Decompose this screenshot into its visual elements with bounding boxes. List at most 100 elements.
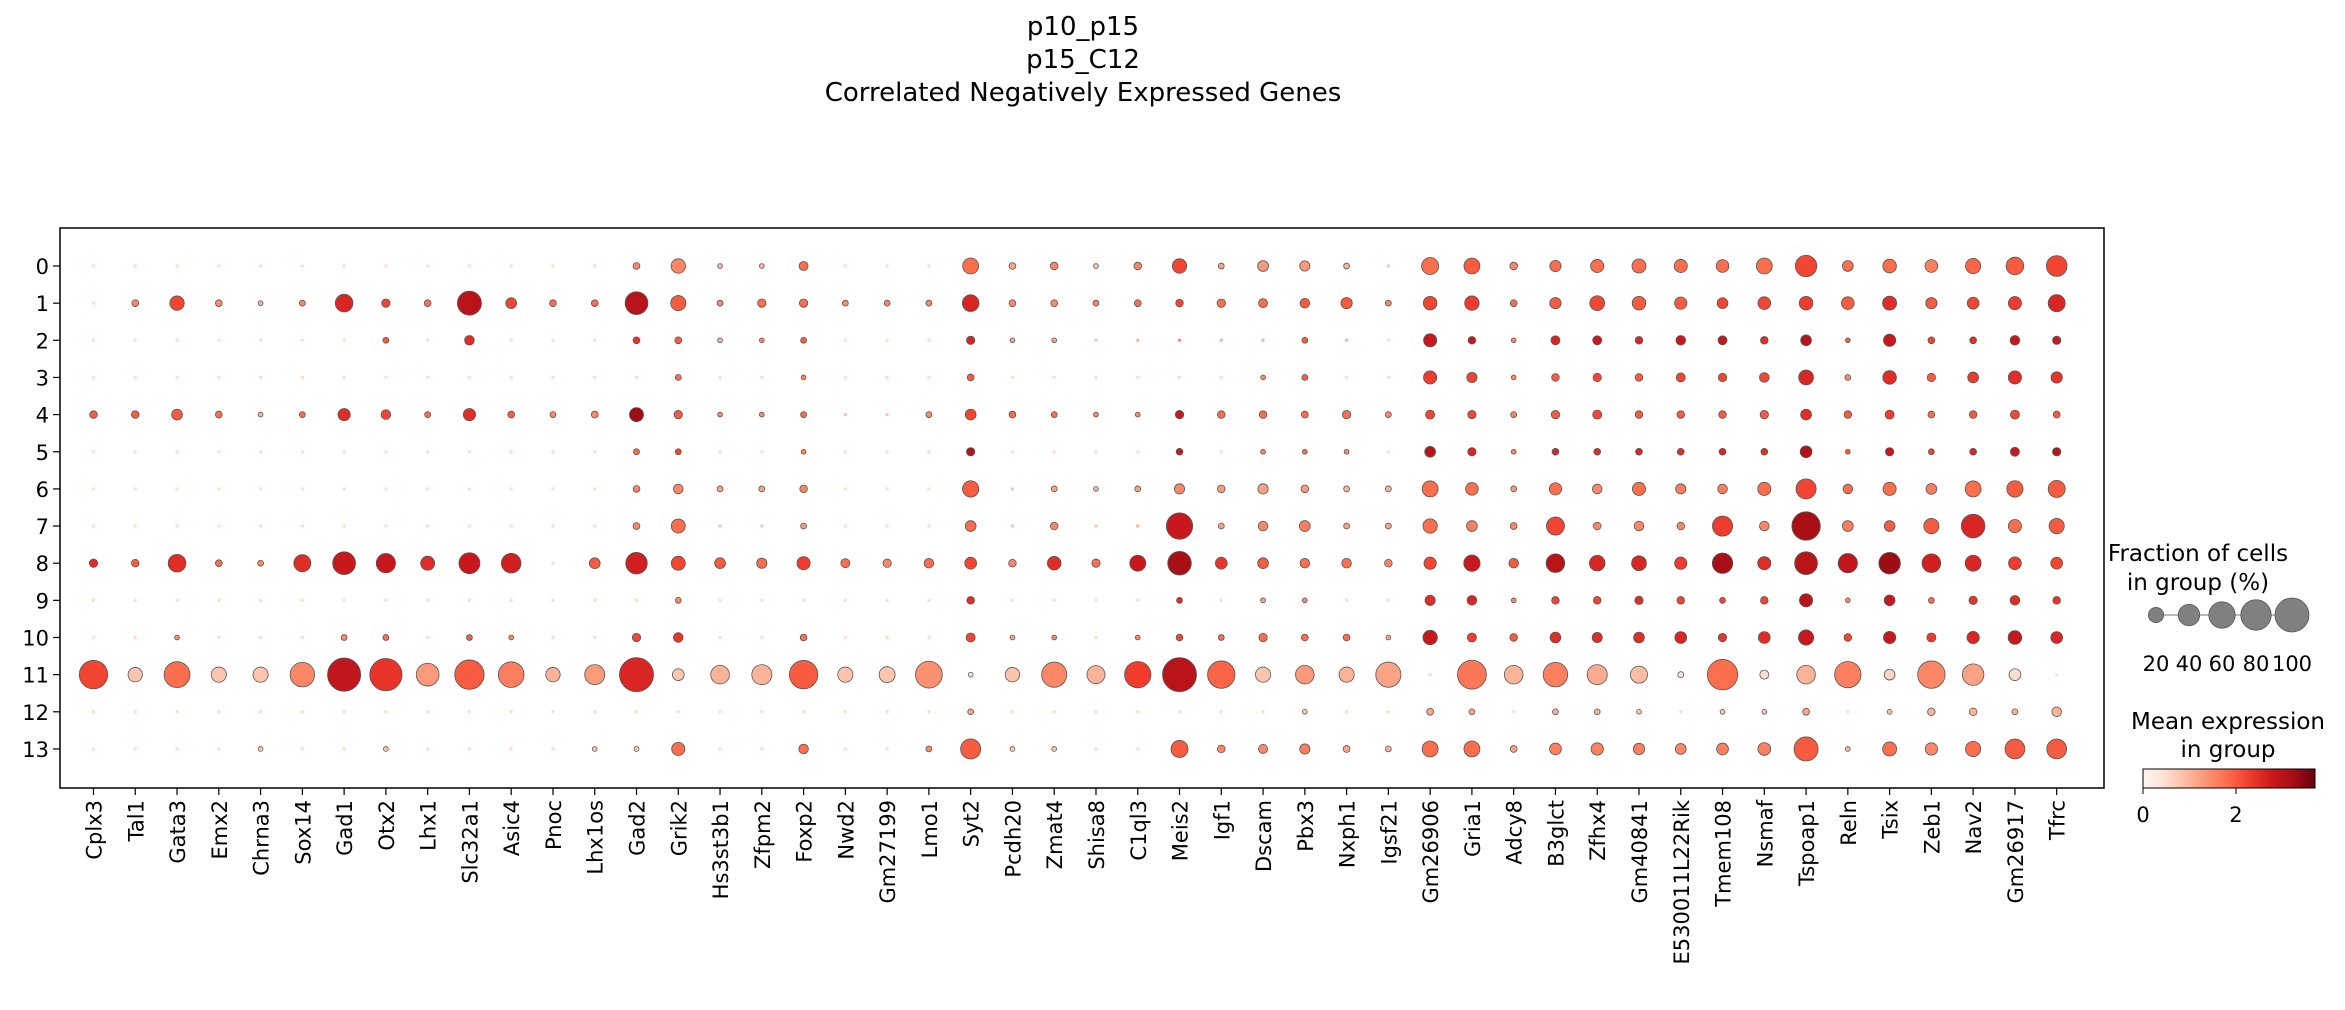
color-legend-title-line-1: Mean expression: [2131, 709, 2325, 735]
dot-group-1-chrna3: [257, 300, 264, 306]
dot-group-2-tfrc: [2052, 335, 2062, 345]
dot-group-10-zeb1: [1926, 632, 1937, 643]
dot-group-8-nwd2: [840, 558, 851, 569]
dot-group-0-gad1: [342, 264, 346, 268]
dot-group-2-zeb1: [1927, 336, 1936, 345]
dot-group-3-gad2: [634, 375, 639, 380]
dot-group-13-tmem108: [1716, 742, 1729, 756]
dot-group-2-syt2: [966, 335, 976, 345]
dot-group-5-tal1: [133, 450, 137, 454]
dot-group-2-tmem108: [1717, 335, 1728, 346]
dot-group-12-hs3st3b1: [718, 710, 722, 714]
dot-group-0-tspoap1: [1794, 254, 1818, 278]
dot-group-12-nav2: [1968, 707, 1978, 716]
group-label-7: 7: [36, 515, 49, 539]
dot-group-4-gm40841: [1634, 410, 1644, 419]
dot-group-4-grik2: [673, 410, 683, 420]
dot-group-2-cplx3: [91, 338, 96, 342]
dot-group-6-syt2: [962, 480, 980, 498]
dot-group-5-gm27199: [885, 450, 889, 454]
dot-group-11-zmat4: [1041, 661, 1068, 688]
dot-group-5-otx2: [384, 450, 388, 454]
dot-group-8-pcdh20: [1008, 559, 1017, 568]
gene-label-tfrc: Tfrc: [2046, 800, 2070, 841]
dot-group-2-gad1: [342, 338, 346, 342]
dot-group-12-gm26917: [2011, 708, 2019, 716]
dot-group-2-hs3st3b1: [717, 337, 723, 344]
dot-group-10-nxph1: [1342, 633, 1351, 642]
dot-group-6-gria1: [1465, 482, 1479, 496]
dot-group-13-igsf21: [1385, 745, 1392, 753]
dot-group-0-pcdh20: [1008, 262, 1017, 270]
dot-group-12-slc32a1: [467, 710, 472, 714]
dot-group-3-nwd2: [843, 375, 848, 380]
dot-group-7-pcdh20: [1010, 524, 1015, 528]
dot-group-4-lmo1: [925, 411, 933, 418]
dot-group-9-tsix: [1883, 594, 1896, 607]
dot-group-3-meis2: [1177, 375, 1182, 380]
dot-group-9-nxph1: [1344, 598, 1349, 603]
dot-group-1-tsix: [1882, 295, 1898, 311]
dot-group-1-otx2: [381, 298, 391, 308]
dot-group-10-dscam: [1258, 632, 1268, 643]
dot-group-3-nxph1: [1344, 375, 1349, 380]
gene-label-cplx3: Cplx3: [83, 800, 107, 860]
dot-group-4-cplx3: [89, 410, 98, 419]
dot-group-7-gm26906: [1422, 518, 1438, 534]
dot-group-10-pnoc: [551, 635, 555, 640]
dot-group-1-igsf21: [1385, 299, 1392, 307]
dot-group-3-otx2: [384, 375, 388, 380]
dot-group-12-emx2: [217, 710, 221, 714]
dot-group-6-gm26906: [1421, 480, 1439, 498]
dot-group-6-reln: [1842, 483, 1854, 495]
dot-group-2-c1ql3: [1136, 338, 1140, 342]
dot-group-6-nsmaf: [1757, 481, 1772, 496]
dot-group-8-zeb1: [1921, 553, 1942, 573]
dot-group-12-b3glct: [1552, 708, 1559, 716]
group-label-10: 10: [22, 627, 49, 651]
dot-group-6-gad2: [632, 485, 641, 493]
dot-group-6-lhx1: [425, 487, 430, 491]
dot-group-6-adcy8: [1510, 485, 1518, 493]
dot-group-8-adcy8: [1508, 557, 1519, 569]
dot-group-13-b3glct: [1549, 742, 1562, 756]
dot-group-3-gad1: [342, 375, 346, 380]
dot-group-13-dscam: [1258, 744, 1268, 754]
dot-group-12-nxph1: [1344, 710, 1349, 714]
dot-group-11-pbx3: [1295, 664, 1315, 685]
dot-group-5-shisa8: [1094, 450, 1098, 454]
dot-group-1-lhx1os: [590, 299, 599, 307]
dot-group-3-lhx1: [425, 375, 430, 380]
dot-group-2-gad2: [632, 336, 641, 345]
dot-group-12-gad1: [342, 710, 346, 714]
dot-group-5-slc32a1: [467, 450, 472, 454]
gene-label-pnoc: Pnoc: [542, 800, 566, 850]
dot-group-2-grik2: [674, 336, 683, 345]
dot-group-0-zeb1: [1924, 259, 1939, 273]
dot-group-10-zfpm2: [760, 635, 764, 640]
dot-group-6-foxp2: [799, 484, 808, 494]
dot-group-13-cplx3: [91, 747, 96, 751]
dot-group-8-otx2: [375, 553, 396, 574]
dot-group-7-gad1: [342, 524, 346, 528]
dot-group-2-adcy8: [1510, 337, 1517, 344]
dot-group-0-chrna3: [258, 264, 263, 268]
dot-group-9-gata3: [175, 598, 179, 603]
dot-group-8-zfpm2: [756, 557, 768, 569]
dot-group-10-pcdh20: [1009, 634, 1016, 641]
dot-group-3-lhx1os: [593, 375, 597, 380]
gene-label-gm26906: Gm26906: [1419, 800, 1443, 904]
dot-group-8-grik2: [670, 555, 686, 571]
dot-group-11-zeb1: [1917, 660, 1946, 689]
dot-group-3-grik2: [674, 374, 682, 381]
dot-group-13-gria1: [1463, 740, 1481, 758]
dot-group-11-tspoap1: [1796, 664, 1816, 685]
dot-group-2-lhx1os: [593, 338, 597, 342]
dot-group-8-tal1: [131, 559, 140, 568]
dot-group-5-gm26906: [1424, 445, 1436, 458]
dot-group-3-foxp2: [800, 374, 807, 381]
dot-group-1-lmo1: [925, 299, 933, 307]
gene-label-zfpm2: Zfpm2: [751, 800, 775, 869]
dot-group-1-asic4: [505, 297, 517, 309]
dot-group-0-pbx3: [1299, 260, 1311, 272]
